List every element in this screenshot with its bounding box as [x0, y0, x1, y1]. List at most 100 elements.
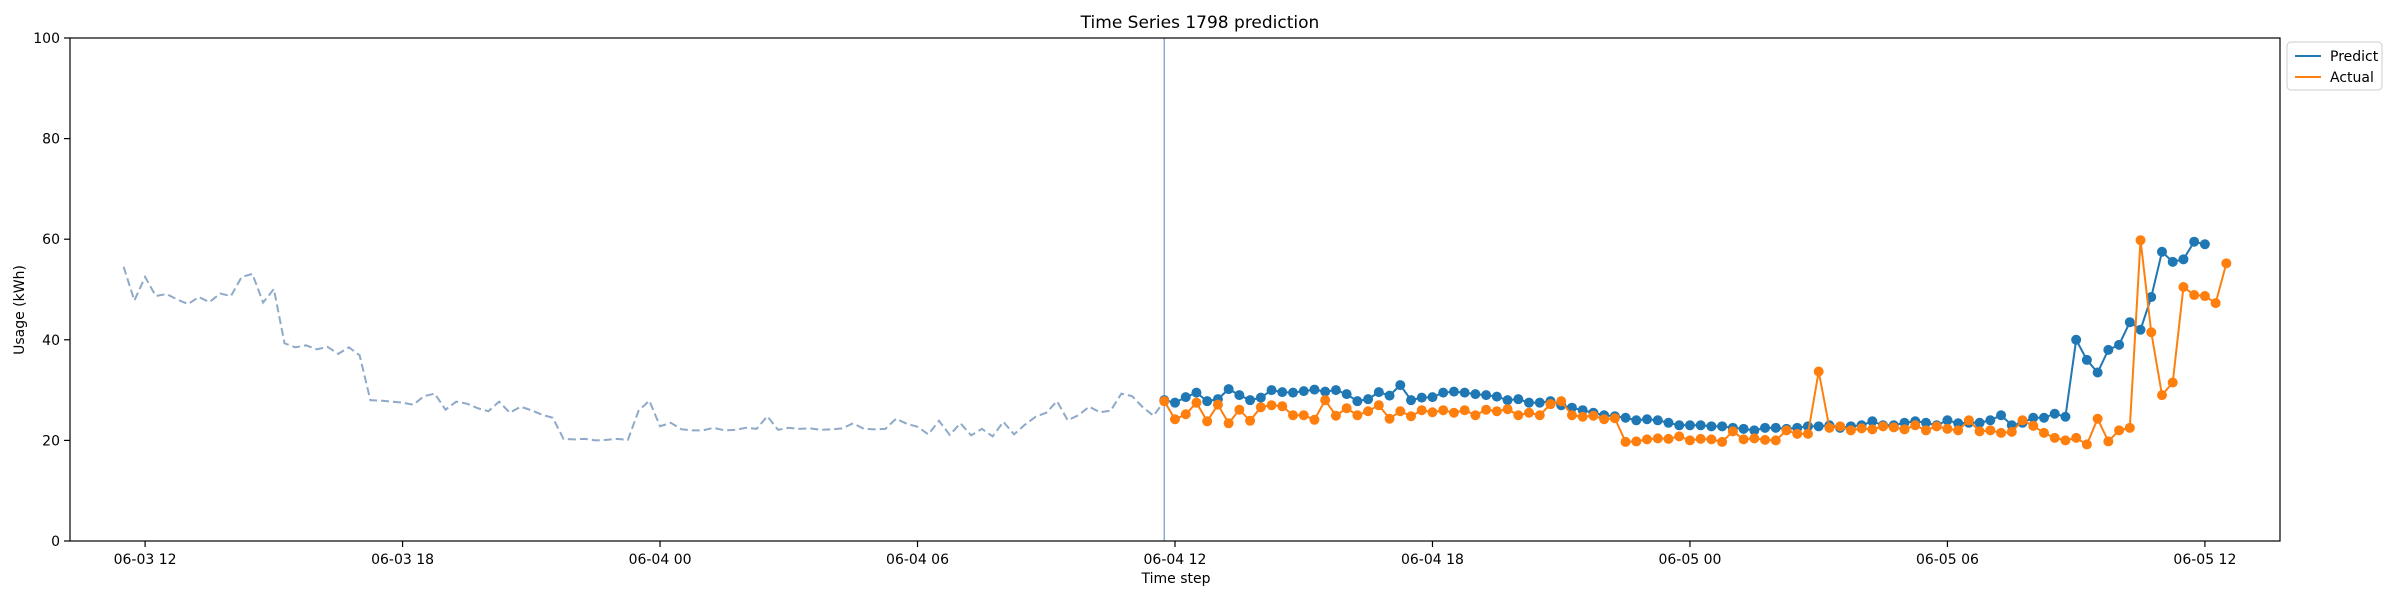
actual-point — [1867, 424, 1878, 435]
actual-point — [1556, 396, 1567, 407]
actual-point — [2178, 281, 2189, 292]
predict-point — [1352, 396, 1363, 407]
predict-point — [1320, 386, 1331, 397]
history-line — [122, 266, 1166, 442]
legend-label-predict: Predict — [2330, 49, 2379, 65]
actual-point — [1996, 427, 2007, 438]
actual-point — [1534, 410, 1545, 421]
predict-point — [2199, 239, 2210, 250]
predict-point — [1255, 392, 1266, 403]
actual-point — [1277, 401, 1288, 412]
actual-point — [1706, 434, 1717, 445]
y-tick-label: 20 — [42, 433, 60, 449]
predict-point — [1459, 387, 1470, 398]
actual-line — [1163, 240, 2228, 446]
actual-point — [1674, 431, 1685, 442]
y-tick-label: 0 — [51, 534, 60, 550]
actual-point — [1835, 421, 1846, 432]
x-tick-label: 06-04 06 — [886, 552, 949, 568]
actual-point — [1330, 410, 1341, 421]
predict-point — [2178, 254, 2189, 265]
predict-point — [1438, 387, 1449, 398]
actual-point — [1738, 434, 1749, 445]
actual-point — [2146, 327, 2157, 338]
actual-point — [2103, 436, 2114, 447]
actual-point — [2135, 235, 2146, 246]
actual-point — [1223, 418, 1234, 429]
actual-point — [1481, 404, 1492, 415]
predict-point — [1309, 384, 1320, 395]
predict-point — [2135, 324, 2146, 335]
actual-point — [1202, 416, 1213, 427]
predict-point — [1513, 394, 1524, 405]
predict-point — [1953, 418, 1964, 429]
actual-point — [1985, 425, 1996, 436]
actual-point — [1695, 433, 1706, 444]
actual-point — [2210, 298, 2221, 309]
predict-point — [2124, 317, 2135, 328]
actual-point — [1684, 435, 1695, 446]
predict-point — [2038, 412, 2049, 423]
plot-area — [122, 38, 2232, 541]
actual-point — [1931, 421, 1942, 432]
x-tick-label: 06-04 18 — [1401, 552, 1464, 568]
actual-point — [1513, 410, 1524, 421]
actual-point — [1545, 399, 1556, 410]
actual-point — [2081, 439, 2092, 450]
predict-point — [1180, 392, 1191, 403]
actual-point — [1502, 404, 1513, 415]
predict-point — [1298, 386, 1309, 397]
y-tick-label: 60 — [42, 232, 60, 248]
actual-point — [1191, 397, 1202, 408]
predict-point — [1341, 389, 1352, 400]
actual-point — [1395, 406, 1406, 417]
actual-point — [1363, 406, 1374, 417]
predict-point — [1266, 385, 1277, 396]
y-axis-label: Usage (kWh) — [12, 265, 28, 355]
x-tick-label: 06-05 00 — [1658, 552, 1721, 568]
predict-point — [1416, 392, 1427, 403]
predict-point — [1620, 412, 1631, 423]
actual-point — [2060, 435, 2071, 446]
actual-point — [1255, 402, 1266, 413]
actual-point — [1588, 410, 1599, 421]
predict-point — [1191, 387, 1202, 398]
actual-point — [2221, 258, 2232, 269]
predict-point — [1749, 425, 1760, 436]
actual-point — [1856, 423, 1867, 434]
predict-point — [1481, 390, 1492, 401]
predict-point — [1277, 387, 1288, 398]
predict-line — [1164, 240, 2206, 432]
predict-point — [1524, 397, 1535, 408]
predict-point — [1363, 394, 1374, 405]
actual-point — [2124, 422, 2135, 433]
predict-point — [1942, 415, 1953, 426]
actual-point — [2167, 377, 2178, 388]
y-tick-label: 80 — [42, 132, 60, 148]
predict-point — [1996, 410, 2007, 421]
actual-point — [1384, 413, 1395, 424]
actual-point — [1212, 399, 1223, 410]
chart-title: Time Series 1798 prediction — [1080, 13, 1320, 33]
actual-point — [1180, 409, 1191, 420]
actual-point — [1416, 405, 1427, 416]
y-tick-label: 40 — [42, 333, 60, 349]
actual-point — [1792, 428, 1803, 439]
predict-point — [1566, 402, 1577, 413]
predict-point — [1813, 421, 1824, 432]
actual-point — [1459, 405, 1470, 416]
actual-point — [1266, 400, 1277, 411]
actual-point — [1717, 436, 1728, 447]
actual-point — [1813, 366, 1824, 377]
actual-point — [1159, 396, 1170, 407]
predict-point — [2049, 408, 2060, 419]
actual-point — [1749, 433, 1760, 444]
actual-point — [1599, 414, 1610, 425]
actual-point — [1406, 411, 1417, 422]
predict-point — [1202, 396, 1213, 407]
predict-point — [1534, 397, 1545, 408]
actual-point — [1320, 395, 1331, 406]
predict-point — [1223, 384, 1234, 395]
actual-point — [1888, 422, 1899, 433]
predict-point — [1470, 389, 1481, 400]
